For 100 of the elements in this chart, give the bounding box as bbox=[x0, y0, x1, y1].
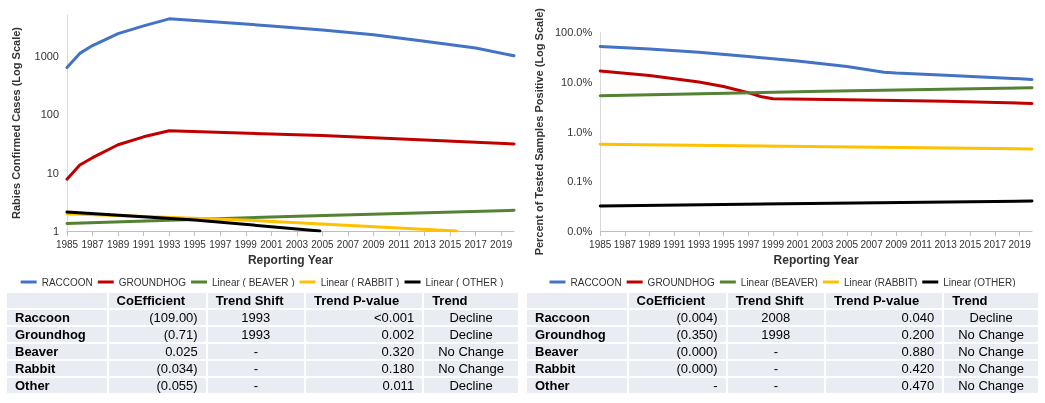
legend-label: Linear ( RABBIT ) bbox=[320, 276, 400, 288]
text: (0.71) bbox=[163, 327, 198, 342]
y-axis-title: Rabies Confirmed Cases (Log Scale) bbox=[9, 26, 22, 219]
category-label: Trend Shift bbox=[207, 293, 304, 308]
legend-label: RACCOON bbox=[41, 276, 93, 288]
text: 2008 bbox=[761, 310, 791, 325]
x-tick-label: 1993 bbox=[158, 238, 181, 250]
x-tick-label: 1997 bbox=[737, 238, 760, 250]
x-tick-label: 2013 bbox=[934, 238, 958, 250]
category-label: Groundhog bbox=[15, 327, 86, 342]
text: 0.011 bbox=[382, 378, 415, 393]
category-label: Raccoon bbox=[15, 310, 70, 325]
x-tick-label: 2015 bbox=[439, 238, 462, 250]
x-tick-label: 2017 bbox=[464, 238, 488, 250]
x-tick-label: 2003 bbox=[811, 238, 834, 250]
y-tick-label: 0.1% bbox=[567, 175, 593, 188]
x-tick-label: 2011 bbox=[388, 238, 411, 250]
text: 0.002 bbox=[381, 327, 415, 342]
legend-label: GROUNDHOG bbox=[647, 276, 716, 288]
text: Decline bbox=[969, 310, 1013, 325]
x-tick-label: 1991 bbox=[132, 238, 156, 250]
x-tick-label: 1995 bbox=[183, 238, 207, 250]
category-label: Groundhog bbox=[535, 327, 606, 342]
x-tick-label: 2007 bbox=[860, 238, 884, 250]
text: Decline bbox=[449, 310, 493, 325]
category-label: Rabbit bbox=[15, 361, 56, 376]
category-label: Beaver bbox=[15, 344, 59, 359]
x-tick-label: 2005 bbox=[311, 238, 334, 250]
text: <0.001 bbox=[374, 310, 415, 325]
text: No Change bbox=[438, 361, 504, 376]
legend-label: Linear (RABBIT) bbox=[843, 276, 918, 288]
text: 0.320 bbox=[381, 344, 415, 359]
x-tick-label: 1993 bbox=[687, 238, 711, 250]
y-tick-label: 100.0% bbox=[554, 26, 593, 39]
y-tick-label: 10.0% bbox=[561, 76, 593, 89]
category-label: Trend P-value bbox=[825, 293, 943, 308]
legend-label: GROUNDHOG bbox=[118, 276, 187, 288]
category-label: CoEfficient bbox=[628, 293, 726, 308]
category-label: Rabbit bbox=[535, 361, 576, 376]
y-tick-label: 1000 bbox=[34, 49, 59, 62]
category-label: Trend Shift bbox=[727, 293, 824, 308]
line-series bbox=[598, 44, 1034, 81]
text: 1998 bbox=[761, 327, 791, 342]
x-tick-label: 2009 bbox=[362, 238, 386, 250]
text: 0.180 bbox=[381, 361, 415, 376]
line-series bbox=[65, 17, 516, 70]
x-axis-title: Reporting Year bbox=[247, 252, 334, 267]
legend-label: Linear (BEAVER) bbox=[740, 276, 818, 288]
text: (109.00) bbox=[149, 310, 198, 325]
text: No Change bbox=[438, 344, 504, 359]
legend-label: RACCOON bbox=[570, 276, 622, 288]
text: 1993 bbox=[241, 310, 271, 325]
text: (0.004) bbox=[676, 310, 718, 325]
category-label: CoEfficient bbox=[108, 293, 206, 308]
line-series bbox=[598, 69, 1034, 105]
text: (0.055) bbox=[156, 378, 198, 393]
y-tick-label: 1 bbox=[52, 225, 59, 237]
text: No Change bbox=[958, 361, 1024, 376]
category-label: Trend P-value bbox=[305, 293, 423, 308]
text: 0.470 bbox=[901, 378, 935, 393]
text: Decline bbox=[449, 378, 493, 393]
x-tick-label: 1995 bbox=[712, 238, 736, 250]
x-tick-label: 2005 bbox=[835, 238, 859, 250]
x-tick-label: 2001 bbox=[260, 238, 283, 250]
x-tick-label: 1987 bbox=[613, 238, 637, 250]
text: (0.000) bbox=[676, 361, 718, 376]
x-tick-label: 1985 bbox=[589, 238, 612, 250]
text: - bbox=[253, 361, 258, 376]
category-label: Trend bbox=[424, 293, 518, 308]
text: - bbox=[773, 378, 778, 393]
category-label: Raccoon bbox=[535, 310, 590, 325]
text: 1993 bbox=[241, 327, 271, 342]
x-tick-label: 2001 bbox=[786, 238, 810, 250]
x-tick-label: 1999 bbox=[761, 238, 785, 250]
text: 0.200 bbox=[901, 327, 935, 342]
text: (0.034) bbox=[156, 361, 198, 376]
x-tick-label: 1989 bbox=[106, 238, 130, 250]
text: No Change bbox=[958, 378, 1024, 393]
category-label: Beaver bbox=[535, 344, 579, 359]
text: 0.880 bbox=[901, 344, 935, 359]
text: 0.040 bbox=[901, 310, 935, 325]
y-axis-title: Percent of Tested Samples Positive (Log Scale) bbox=[532, 7, 545, 256]
y-tick-label: 1.0% bbox=[567, 125, 593, 138]
x-tick-label: 2017 bbox=[983, 238, 1007, 250]
y-tick-label: 0.0% bbox=[567, 225, 593, 237]
x-tick-label: 1987 bbox=[81, 238, 105, 250]
text: - bbox=[253, 344, 258, 359]
x-tick-label: 2019 bbox=[490, 238, 513, 250]
x-tick-label: 2007 bbox=[336, 238, 360, 250]
text: - bbox=[773, 361, 778, 376]
x-tick-label: 1985 bbox=[55, 238, 79, 250]
x-tick-label: 2009 bbox=[885, 238, 908, 250]
text: No Change bbox=[958, 327, 1024, 342]
text: (0.000) bbox=[676, 344, 718, 359]
x-tick-label: 2019 bbox=[1008, 238, 1032, 250]
legend-label: Linear (OTHER) bbox=[943, 276, 1016, 288]
x-tick-label: 1997 bbox=[209, 238, 232, 250]
text: No Change bbox=[958, 344, 1024, 359]
text: 0.025 bbox=[165, 344, 198, 359]
text: (0.350) bbox=[676, 327, 718, 342]
